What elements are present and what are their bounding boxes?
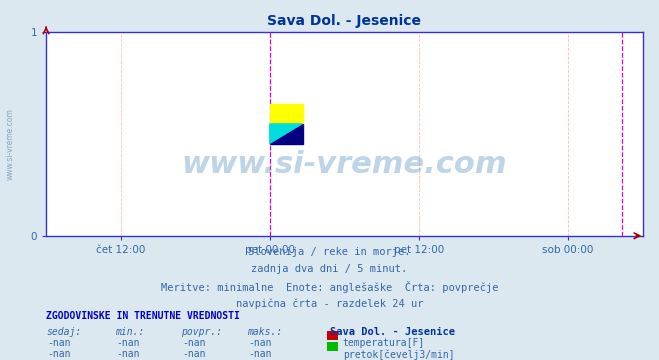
Text: temperatura[F]: temperatura[F] xyxy=(343,338,425,348)
Text: www.si-vreme.com: www.si-vreme.com xyxy=(5,108,14,180)
Text: -nan: -nan xyxy=(117,349,140,359)
Text: sedaj:: sedaj: xyxy=(46,327,81,337)
Polygon shape xyxy=(270,124,302,144)
Text: povpr.:: povpr.: xyxy=(181,327,222,337)
Text: maks.:: maks.: xyxy=(247,327,282,337)
Text: -nan: -nan xyxy=(248,349,272,359)
Text: -nan: -nan xyxy=(183,338,206,348)
Text: Slovenija / reke in morje.: Slovenija / reke in morje. xyxy=(248,247,411,257)
Text: -nan: -nan xyxy=(117,338,140,348)
Text: -nan: -nan xyxy=(47,338,71,348)
Title: Sava Dol. - Jesenice: Sava Dol. - Jesenice xyxy=(268,14,421,28)
Text: -nan: -nan xyxy=(183,349,206,359)
Text: pretok[čevelj3/min]: pretok[čevelj3/min] xyxy=(343,349,454,360)
Text: ZGODOVINSKE IN TRENUTNE VREDNOSTI: ZGODOVINSKE IN TRENUTNE VREDNOSTI xyxy=(46,311,240,321)
Text: zadnja dva dni / 5 minut.: zadnja dva dni / 5 minut. xyxy=(251,264,408,274)
Text: -nan: -nan xyxy=(47,349,71,359)
Text: Sava Dol. - Jesenice: Sava Dol. - Jesenice xyxy=(330,327,455,337)
Text: Meritve: minimalne  Enote: anglešaške  Črta: povprečje: Meritve: minimalne Enote: anglešaške Črt… xyxy=(161,281,498,293)
Text: -nan: -nan xyxy=(248,338,272,348)
Polygon shape xyxy=(270,124,302,144)
Text: www.si-vreme.com: www.si-vreme.com xyxy=(181,150,507,179)
Text: navpična črta - razdelek 24 ur: navpična črta - razdelek 24 ur xyxy=(236,298,423,309)
Polygon shape xyxy=(270,104,302,124)
Text: min.:: min.: xyxy=(115,327,145,337)
